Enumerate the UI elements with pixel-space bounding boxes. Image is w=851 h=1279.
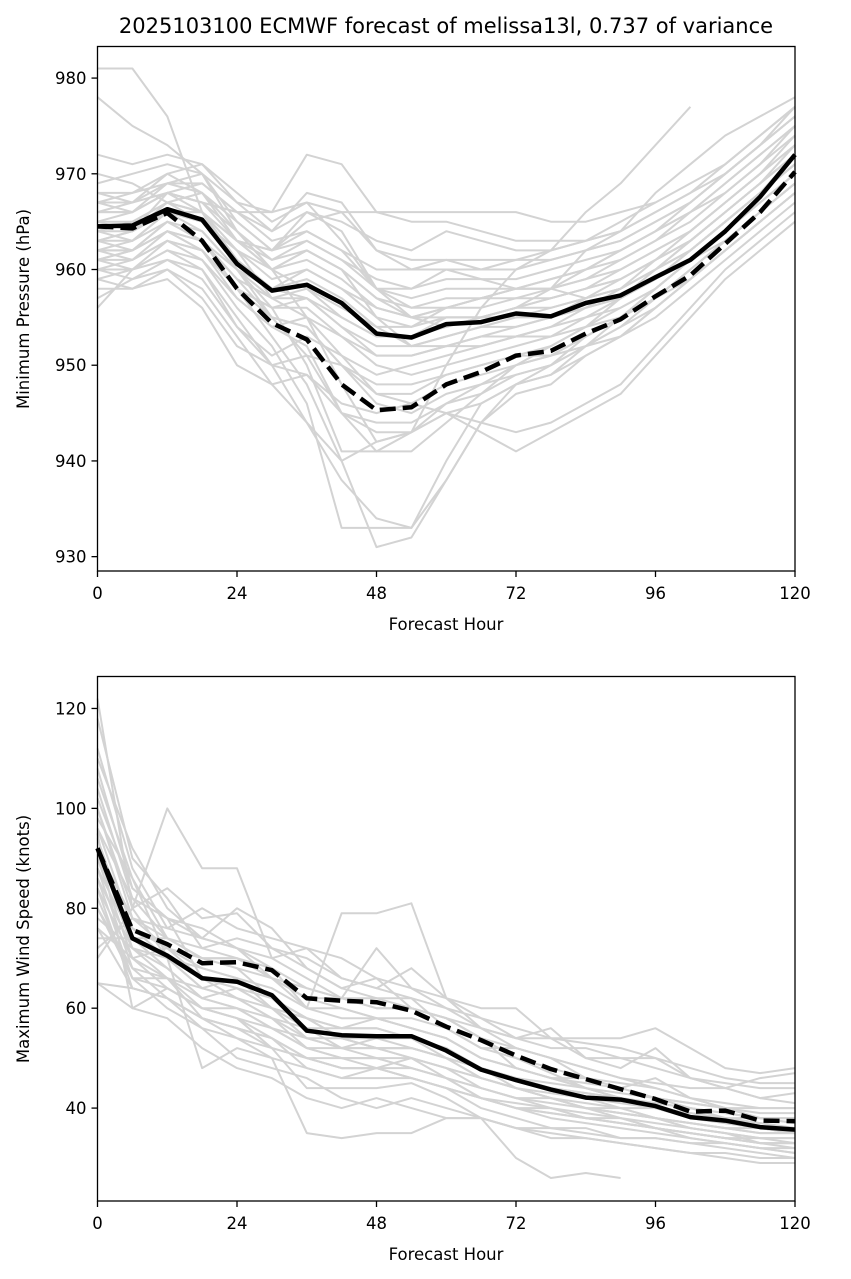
wind-x-tick-label: 24 — [227, 1214, 248, 1233]
wind-y-ticks: 40 60 80 100 120 — [55, 699, 98, 1118]
wind-member-line — [96, 828, 795, 1145]
pressure-member-line — [97, 154, 796, 300]
wind-x-axis-label: Forecast Hour — [389, 1245, 504, 1264]
pressure-member-line — [97, 201, 796, 386]
wind-plot-frame — [96, 675, 796, 1202]
pressure-mean-dashed-line — [97, 170, 797, 413]
pressure-member-line — [97, 173, 796, 395]
pressure-ensemble-members — [96, 67, 796, 549]
wind-member-line — [96, 847, 796, 1159]
wind-x-ticks: 0 24 48 72 96 120 — [92, 1201, 811, 1233]
pressure-x-tick-label: 120 — [779, 584, 811, 603]
wind-y-tick-label: 100 — [55, 799, 87, 818]
pressure-y-ticks: 930 940 950 960 970 980 — [55, 69, 98, 567]
pressure-member-line — [97, 192, 796, 415]
wind-y-tick-label: 40 — [66, 1099, 87, 1118]
wind-member-line — [96, 827, 795, 1110]
pressure-plot-frame — [96, 45, 796, 572]
pressure-member-line — [97, 153, 796, 328]
wind-mean-lines — [95, 847, 796, 1132]
pressure-x-tick-label: 72 — [506, 584, 527, 603]
pressure-x-ticks: 0 24 48 72 96 120 — [92, 571, 811, 603]
pressure-mean-solid-line — [97, 153, 797, 340]
pressure-member-line — [97, 163, 796, 338]
wind-member-line — [96, 917, 796, 1090]
wind-y-tick-label: 120 — [55, 699, 87, 718]
wind-x-tick-label: 96 — [645, 1214, 666, 1233]
wind-member-line — [96, 927, 796, 1150]
pressure-member-line — [97, 182, 796, 405]
pressure-y-tick-label: 970 — [55, 165, 87, 184]
wind-x-tick-label: 120 — [779, 1214, 811, 1233]
pressure-member-line — [97, 106, 692, 252]
pressure-member-line — [97, 163, 656, 223]
wind-member-line — [96, 877, 795, 1135]
pressure-member-line — [97, 173, 796, 357]
wind-y-tick-label: 80 — [66, 899, 87, 918]
wind-mean-solid-line — [95, 847, 796, 1132]
pressure-x-tick-label: 24 — [227, 584, 248, 603]
pressure-y-tick-label: 940 — [55, 452, 87, 471]
wind-y-axis-label: Maximum Wind Speed (knots) — [14, 815, 33, 1063]
wind-x-tick-label: 0 — [92, 1214, 103, 1233]
wind-x-tick-label: 48 — [366, 1214, 387, 1233]
wind-ensemble-members — [96, 698, 796, 1179]
pressure-y-tick-label: 980 — [55, 69, 87, 88]
pressure-y-tick-label: 950 — [55, 356, 87, 375]
pressure-x-tick-label: 48 — [366, 584, 387, 603]
pressure-y-tick-label: 930 — [55, 548, 87, 567]
pressure-member-line — [97, 153, 796, 319]
wind-member-line — [96, 907, 796, 1075]
wind-member-line — [96, 907, 795, 1115]
pressure-x-tick-label: 0 — [92, 584, 103, 603]
pressure-mean-lines — [97, 153, 797, 413]
wind-member-line — [96, 877, 795, 1159]
pressure-x-axis-label: Forecast Hour — [389, 615, 504, 634]
pressure-panel: 0 24 48 72 96 120 930 940 950 960 970 980 Forecast… — [14, 45, 811, 634]
pressure-member-line — [97, 125, 796, 309]
pressure-member-line — [97, 144, 796, 319]
chart-title: 2025103100 ECMWF forecast of melissa13l,… — [119, 14, 773, 38]
pressure-x-tick-label: 96 — [645, 584, 666, 603]
wind-mean-dashed-line — [95, 847, 796, 1124]
wind-member-line — [97, 937, 795, 1085]
pressure-member-line — [97, 144, 796, 443]
wind-x-tick-label: 72 — [506, 1214, 527, 1233]
wind-y-tick-label: 60 — [66, 999, 87, 1018]
wind-member-line — [96, 982, 796, 1154]
pressure-y-tick-label: 960 — [55, 261, 87, 280]
pressure-member-line — [97, 106, 796, 271]
pressure-member-line — [97, 125, 796, 290]
pressure-member-line — [96, 192, 796, 376]
pressure-member-line — [97, 192, 796, 434]
pressure-member-line — [97, 173, 796, 453]
wind-member-line — [96, 887, 795, 1140]
wind-member-line — [96, 808, 796, 1135]
pressure-y-axis-label: Minimum Pressure (hPa) — [14, 209, 33, 409]
